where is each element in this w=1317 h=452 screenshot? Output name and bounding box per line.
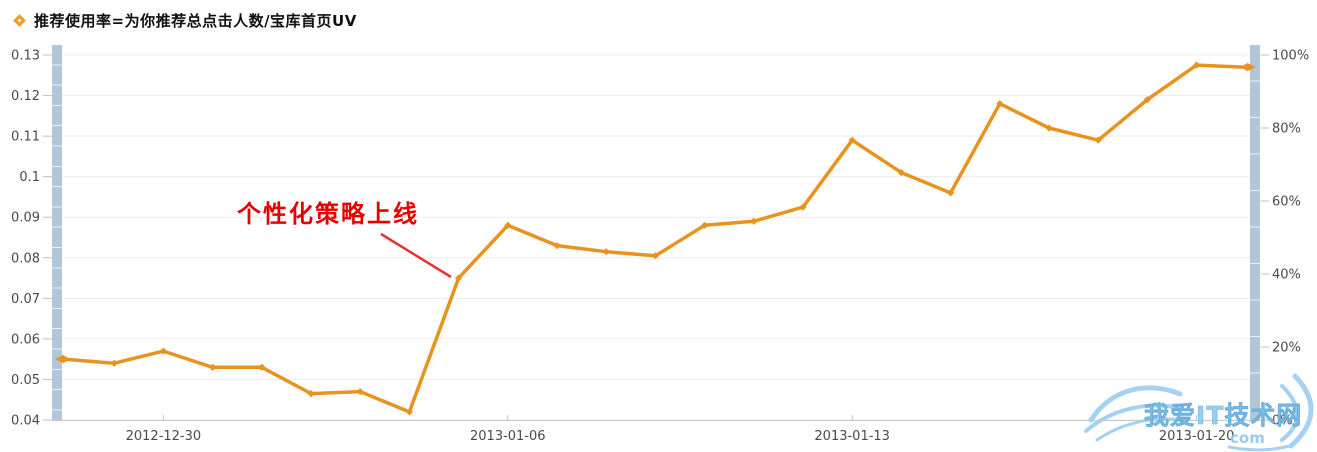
y-axis-tick-label: 0.08 [11,251,40,266]
x-axis-tick-label: 2012-12-30 [126,429,202,444]
data-point[interactable] [1143,96,1151,104]
line-arrowhead-left [55,354,64,364]
data-point[interactable] [1242,63,1250,71]
data-point[interactable] [553,242,561,250]
y-axis-tick-label: 0.09 [11,211,40,226]
series-line[interactable] [63,63,1248,414]
data-point[interactable] [701,221,709,229]
data-point[interactable] [110,359,118,367]
data-point[interactable] [455,274,463,282]
data-point[interactable] [799,203,807,211]
data-point[interactable] [1193,61,1201,69]
data-point[interactable] [61,355,69,363]
data-point[interactable] [504,221,512,229]
left-axis-band [52,45,62,421]
data-point[interactable] [947,189,955,197]
y-axis-tick-label: 0.04 [11,414,40,429]
x-axis-tick-label: 2013-01-13 [814,429,890,444]
y-axis-tick-label: 0.05 [11,373,40,388]
data-point[interactable] [258,363,266,371]
data-point[interactable] [1045,124,1053,132]
y-axis-tick-label: 0.11 [11,130,40,145]
y-axis-tick-label: 0.06 [11,332,40,347]
y2-axis-tick-label: 60% [1272,195,1301,210]
x-axis-tick-label: 2013-01-06 [470,429,546,444]
line-arrowhead-right [1246,62,1256,72]
data-point[interactable] [405,408,413,416]
data-point[interactable] [750,217,758,225]
legend-label: 推荐使用率=为你推荐总点击人数/宝库首页UV [34,12,357,30]
series-group[interactable] [55,61,1256,416]
data-point[interactable] [848,136,856,144]
right-axis-band [1250,45,1260,421]
y2-axis-tick-label: 0% [1272,414,1293,429]
data-point[interactable] [1094,136,1102,144]
chart-legend[interactable]: 推荐使用率=为你推荐总点击人数/宝库首页UV [13,10,357,31]
annotation-text: 个性化策略上线 [237,200,419,228]
y-axis-tick-label: 0.1 [19,170,40,185]
y-axis-tick-label: 0.12 [11,89,40,104]
data-point[interactable] [602,248,610,256]
y2-axis-tick-label: 20% [1272,341,1301,356]
y2-axis-tick-label: 80% [1272,122,1301,137]
data-point[interactable] [209,363,217,371]
y2-axis-tick-label: 40% [1272,268,1301,283]
y-axis-tick-label: 0.13 [11,49,40,64]
x-axis-tick-label: 2013-01-20 [1159,429,1235,444]
data-point[interactable] [307,390,315,398]
data-point[interactable] [996,100,1004,108]
annotation-arrow-line [380,232,452,279]
data-point[interactable] [651,252,659,260]
data-point[interactable] [159,347,167,355]
y-axis-tick-label: 0.07 [11,292,40,307]
data-point[interactable] [897,169,905,177]
data-point[interactable] [356,388,364,396]
y2-axis-tick-label: 100% [1272,49,1309,64]
